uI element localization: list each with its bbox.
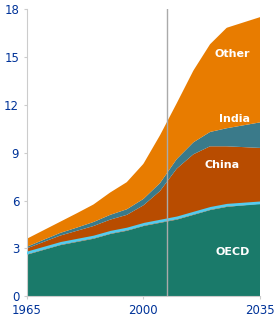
Text: OECD: OECD: [216, 247, 250, 256]
Text: India: India: [219, 114, 250, 124]
Text: Other: Other: [215, 49, 250, 59]
Text: China: China: [205, 160, 240, 170]
